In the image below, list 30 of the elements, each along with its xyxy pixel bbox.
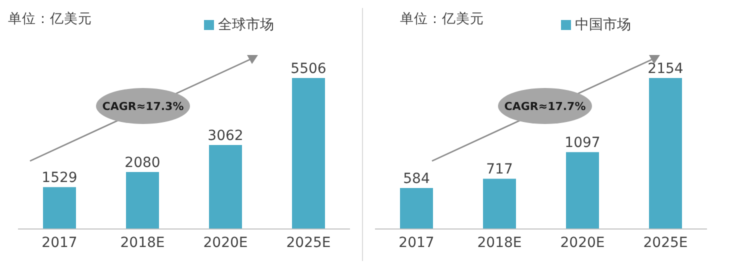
data-label: 5506: [290, 61, 326, 77]
annotation: CAGR≈17.7%: [504, 100, 586, 113]
data-label: 2154: [648, 61, 684, 77]
bar: [292, 78, 325, 229]
data-label: 1529: [42, 170, 78, 186]
bar: [566, 152, 599, 229]
legend-label: 中国市场: [575, 17, 631, 33]
bar: [400, 188, 433, 229]
legend-label: 全球市场: [218, 17, 274, 33]
annotation: CAGR≈17.3%: [102, 100, 184, 113]
bar: [483, 178, 516, 229]
bar: [43, 187, 76, 229]
data-label: 1097: [564, 135, 600, 152]
bar: [209, 145, 242, 229]
x-tick-label: 2020E: [203, 234, 248, 251]
x-tick-label: 2018E: [477, 234, 522, 251]
x-tick-label: 2017: [42, 234, 78, 251]
bar: [649, 78, 682, 229]
x-tick-label: 2025E: [643, 234, 688, 251]
data-label: 2080: [124, 154, 160, 171]
data-label: 584: [403, 171, 430, 188]
bar: [126, 172, 159, 229]
x-tick-label: 2025E: [286, 234, 331, 251]
x-tick-label: 2018E: [120, 234, 165, 251]
text: 单位：亿美元: [400, 10, 484, 28]
x-tick-label: 2017: [398, 234, 434, 251]
x-tick-label: 2020E: [560, 234, 605, 251]
data-label: 717: [486, 162, 513, 178]
text: 单位：亿美元: [8, 10, 92, 28]
data-label: 3062: [208, 128, 244, 144]
